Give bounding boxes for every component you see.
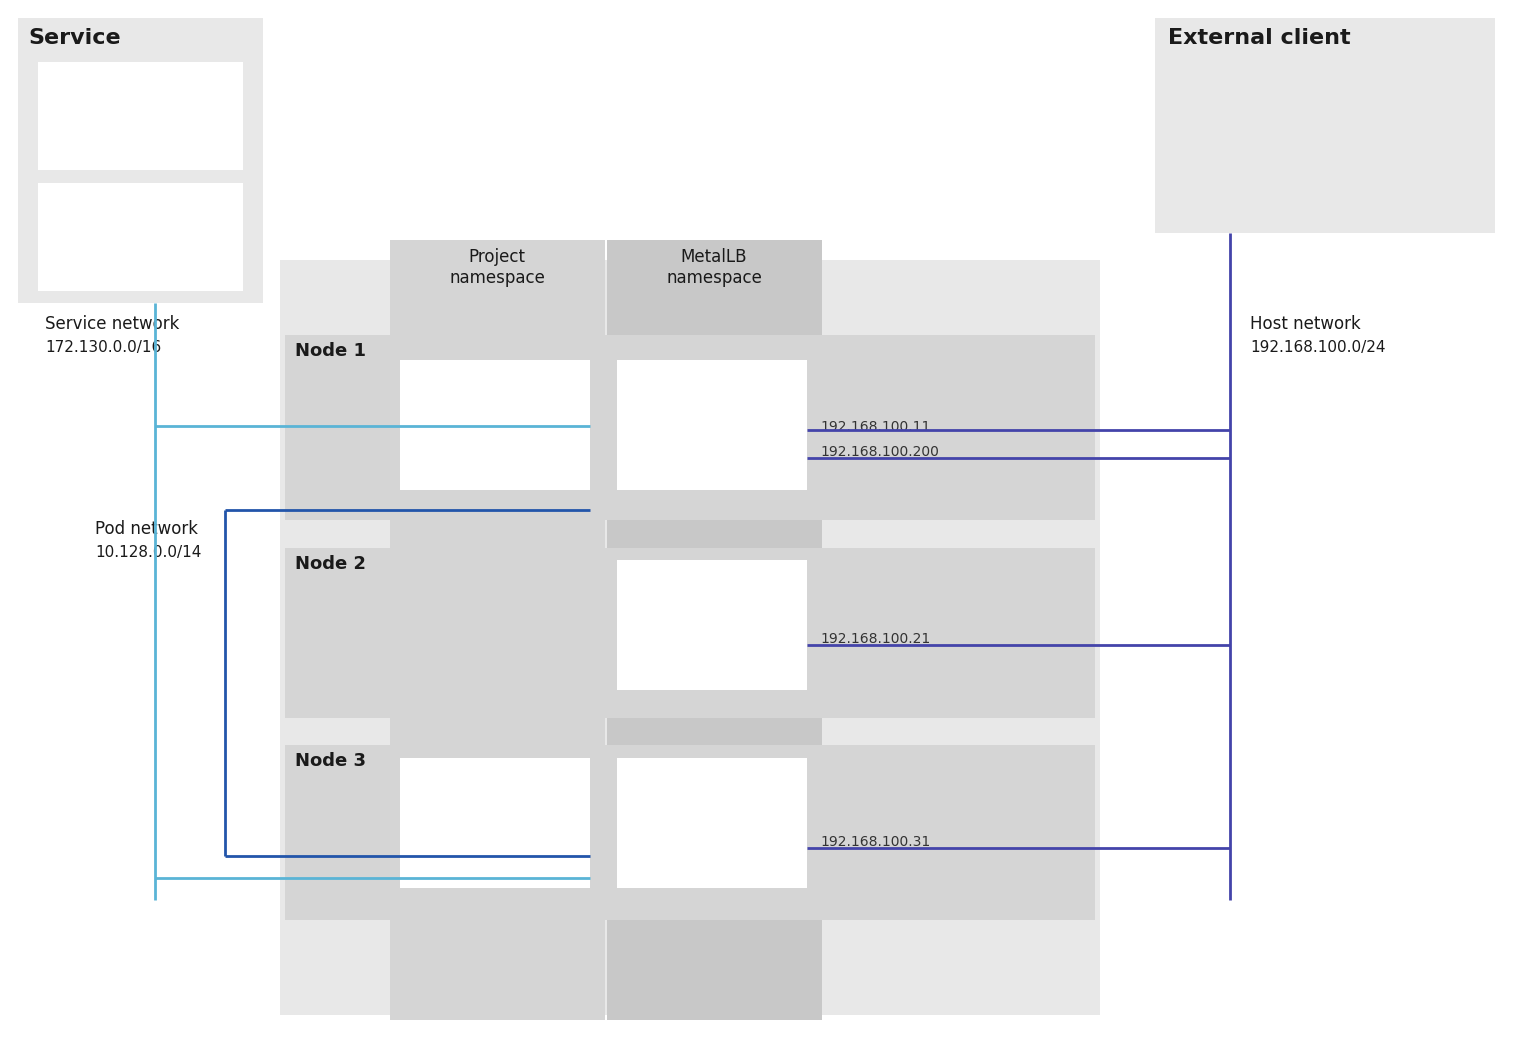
Bar — [286, 745, 1094, 920]
Bar — [617, 758, 807, 888]
Text: 172.130.0.0/16: 172.130.0.0/16 — [46, 340, 161, 355]
Text: 192.168.100.11: 192.168.100.11 — [652, 420, 772, 435]
Text: MetalLB
namespace: MetalLB namespace — [666, 248, 762, 287]
Text: Service: Service — [27, 28, 120, 48]
Text: 192.168.100.31: 192.168.100.31 — [652, 818, 772, 833]
Bar — [38, 63, 243, 170]
Text: Project
namespace: Project namespace — [448, 248, 546, 287]
Text: Node 2: Node 2 — [295, 555, 366, 573]
Bar — [617, 560, 807, 690]
Text: 192.168.100.21: 192.168.100.21 — [652, 618, 772, 632]
Text: 172.130.x.x: 172.130.x.x — [91, 115, 190, 133]
Text: Node 3: Node 3 — [295, 752, 366, 770]
Bar — [286, 548, 1094, 718]
Text: 192.168.100.31: 192.168.100.31 — [819, 835, 930, 849]
Text: Speaker: Speaker — [678, 395, 746, 413]
Text: 192.168.100.0/24: 192.168.100.0/24 — [1249, 340, 1386, 355]
Text: Cluster IP: Cluster IP — [91, 90, 190, 108]
Text: 10.130.x.x: 10.130.x.x — [454, 818, 535, 833]
Text: 10.128.0.0/14: 10.128.0.0/14 — [94, 545, 201, 560]
Text: 192.168.100.21: 192.168.100.21 — [819, 632, 930, 646]
Bar — [391, 240, 605, 1020]
Text: 10.128.x.x: 10.128.x.x — [454, 420, 535, 435]
Bar — [1155, 18, 1496, 233]
Text: Pod network: Pod network — [94, 520, 198, 538]
Text: External client: External client — [1167, 28, 1351, 48]
Bar — [606, 240, 822, 1020]
Text: 192.168.100.200: 192.168.100.200 — [50, 220, 193, 238]
Bar — [400, 758, 590, 888]
Text: App pod: App pod — [461, 395, 529, 413]
Text: Loadbalancer IP: Loadbalancer IP — [50, 193, 211, 210]
Bar — [18, 18, 263, 303]
Text: Host network: Host network — [1249, 315, 1360, 333]
Bar — [400, 359, 590, 490]
Text: Service network: Service network — [46, 315, 179, 333]
Text: 192.168.100.11: 192.168.100.11 — [819, 420, 930, 435]
Bar — [280, 260, 1100, 1015]
Text: App pod: App pod — [461, 793, 529, 811]
Text: 192.168.100.200: 192.168.100.200 — [819, 445, 939, 458]
Text: Speaker: Speaker — [678, 593, 746, 611]
Bar — [617, 359, 807, 490]
Bar — [286, 334, 1094, 520]
Text: Node 1: Node 1 — [295, 342, 366, 359]
Bar — [38, 183, 243, 291]
Text: Speaker: Speaker — [678, 793, 746, 811]
